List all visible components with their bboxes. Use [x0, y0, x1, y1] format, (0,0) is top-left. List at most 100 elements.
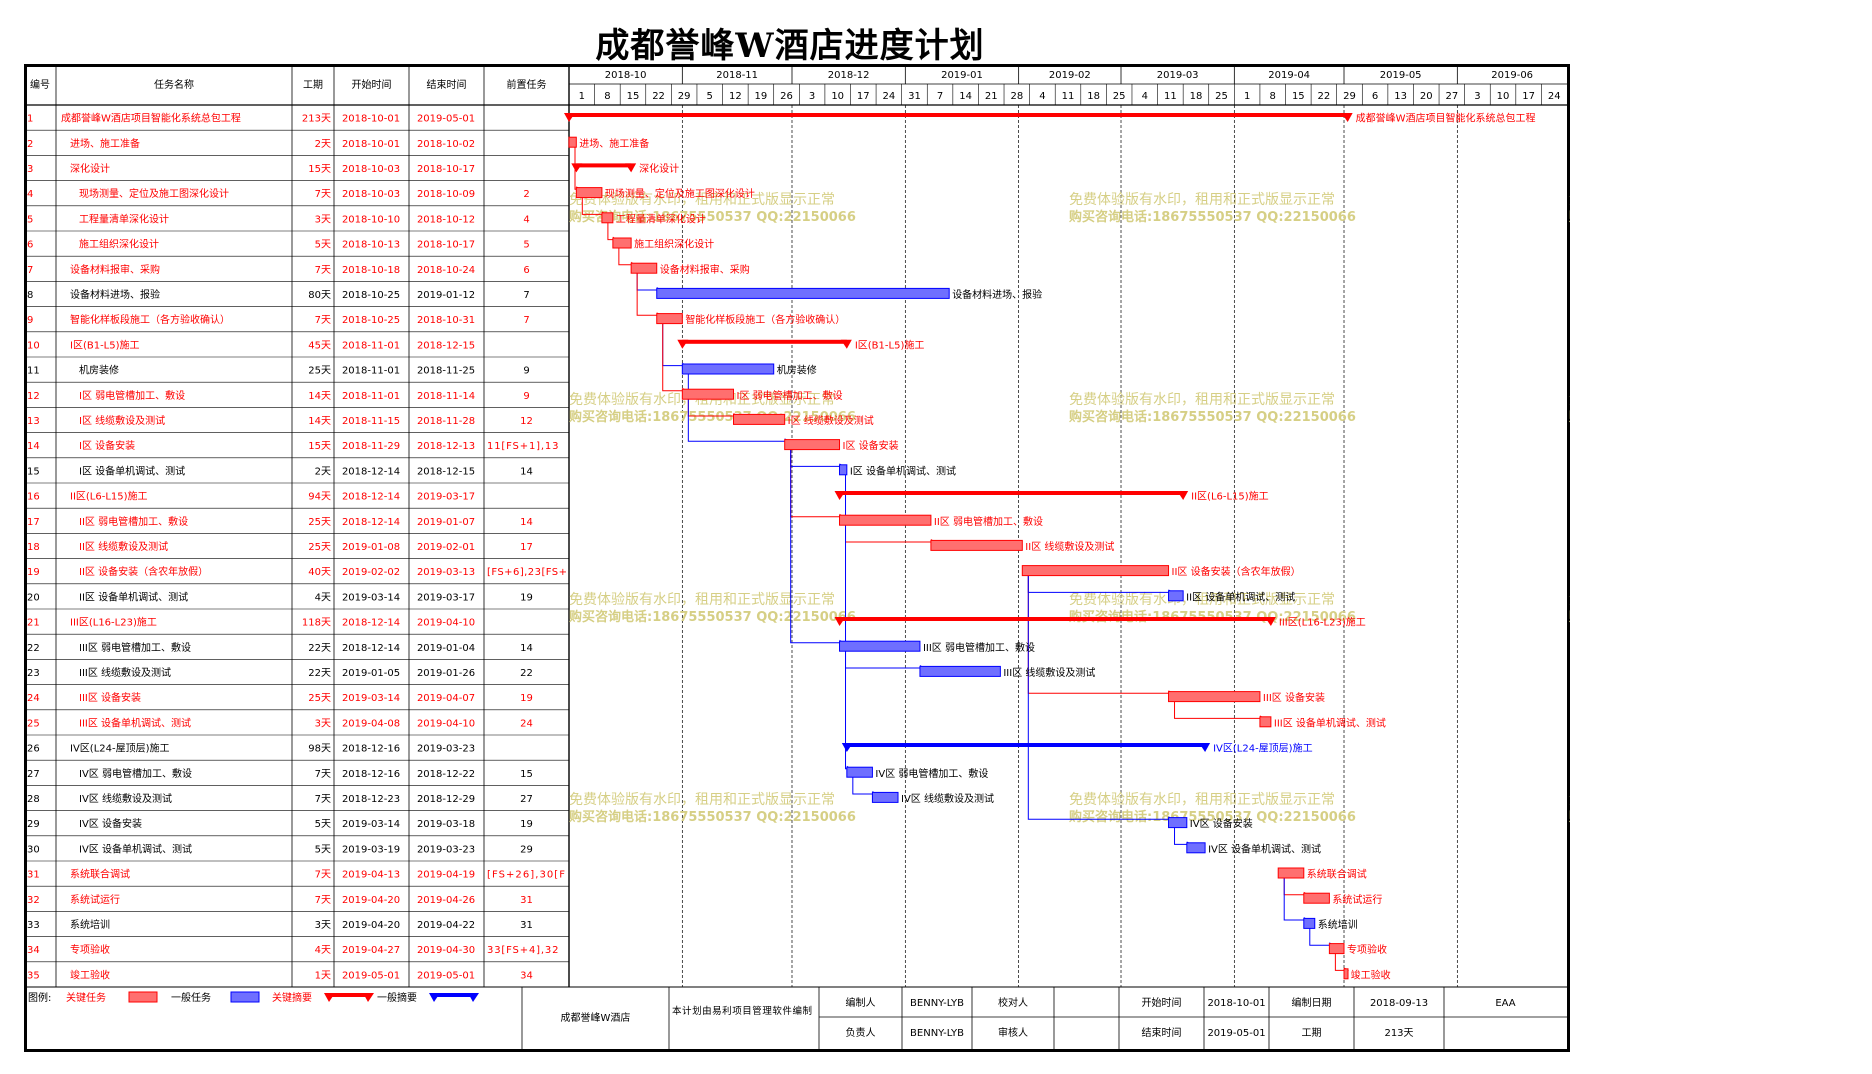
task-bar [1303, 892, 1330, 904]
task-name: IV区 设备单机调试、测试 [79, 842, 192, 855]
summary-bar-start-cap [834, 491, 846, 500]
task-duration: 4天 [315, 945, 331, 956]
week-day-label: 25 [1215, 91, 1228, 102]
week-day-label: 11 [1164, 91, 1177, 102]
bar-label: IV区(L24-屋顶层)施工 [1213, 742, 1313, 755]
task-bar [1277, 867, 1305, 879]
task-predecessor: [FS+6],23[FS+ [487, 567, 567, 578]
task-end: 2019-04-10 [417, 718, 475, 729]
task-end: 2018-10-17 [417, 164, 475, 175]
task-name: III区 设备安装 [79, 691, 141, 704]
task-id: 29 [27, 819, 40, 830]
summary-bar-end-cap [1177, 491, 1189, 500]
task-name: 深化设计 [70, 162, 110, 175]
task-name: 施工组织深化设计 [79, 238, 159, 251]
watermark-line-1: 免费体验版有水印，租用和正式版显示正常 [1069, 392, 1335, 408]
task-bar [1328, 943, 1345, 955]
task-start: 2018-10-01 [342, 114, 400, 125]
footer-duration: 213天 [1384, 1028, 1413, 1039]
dependency-connector [1174, 827, 1191, 845]
task-id: 19 [27, 567, 40, 578]
column-header-num: 编号 [30, 78, 50, 91]
task-start: 2018-12-23 [342, 794, 400, 805]
watermark-line-1: 免费体验版有水印，租用和正式版显示正常 [1069, 592, 1335, 608]
task-id: 22 [27, 643, 40, 654]
week-day-label: 12 [729, 91, 742, 102]
bar-label: 专项验收 [1347, 943, 1387, 956]
task-start: 2018-11-01 [342, 366, 400, 377]
task-id: 25 [27, 718, 40, 729]
dependency-connector [845, 650, 924, 669]
task-start: 2019-04-27 [342, 945, 400, 956]
task-start: 2018-10-13 [342, 240, 400, 251]
task-duration: 1天 [315, 970, 331, 981]
watermark-line-1: 免费体验版有水印，租用和正式版显示正常 [1069, 792, 1335, 808]
bar-label: III区(L16-L23)施工 [1279, 616, 1366, 629]
task-end: 2018-12-15 [417, 340, 475, 351]
footer-checker-label: 校对人 [998, 996, 1028, 1009]
task-duration: 7天 [315, 189, 331, 200]
task-predecessor: [FS+26],30[F [487, 870, 565, 881]
task-end: 2019-04-26 [417, 895, 475, 906]
task-id: 8 [27, 290, 33, 301]
watermark-line-1: 免费体验版有水印，租用和正式版显示正常 [569, 392, 835, 408]
task-name: 进场、施工准备 [70, 137, 140, 150]
task-end: 2018-11-14 [417, 391, 475, 402]
bar-label: 成都誉峰W酒店项目智能化系统总包工程 [1356, 112, 1536, 125]
week-day-label: 14 [959, 91, 972, 102]
dependency-connector [790, 449, 844, 518]
task-predecessor: 7 [523, 290, 529, 301]
task-predecessor: 27 [520, 794, 533, 805]
task-name: 系统试运行 [70, 893, 120, 906]
task-name: IV区 线缆敷设及测试 [79, 792, 172, 805]
task-bar [656, 313, 683, 325]
task-start: 2018-11-01 [342, 391, 400, 402]
dependency-connector [1283, 877, 1308, 921]
bar-label: 进场、施工准备 [579, 137, 649, 150]
summary-bar [682, 339, 847, 344]
task-duration: 22天 [308, 668, 331, 679]
task-bar [784, 439, 841, 451]
task-id: 27 [27, 769, 40, 780]
week-day-label: 24 [1548, 91, 1561, 102]
task-bar [1021, 565, 1170, 577]
task-start: 2019-03-19 [342, 844, 400, 855]
task-name: IV区 设备安装 [79, 817, 142, 830]
watermark-line-1: 免费体验版有水印，租用和正式版显示正常 [569, 192, 835, 208]
task-duration: 5天 [315, 240, 331, 251]
task-id: 12 [27, 391, 40, 402]
task-end: 2019-01-26 [417, 668, 475, 679]
task-start: 2018-10-18 [342, 265, 400, 276]
task-end: 2019-01-07 [417, 517, 475, 528]
footer-reviewer-label: 审核人 [998, 1026, 1028, 1039]
week-day-label: 29 [1343, 91, 1356, 102]
task-end: 2019-03-23 [417, 744, 475, 755]
column-header-pred: 前置任务 [507, 78, 547, 91]
task-id: 15 [27, 466, 40, 477]
week-day-label: 29 [678, 91, 691, 102]
month-label: 2019-03 [1157, 70, 1199, 81]
task-predecessor: 33[FS+4],32 [487, 945, 559, 956]
task-start: 2018-10-25 [342, 315, 400, 326]
task-end: 2018-11-28 [417, 416, 475, 427]
week-day-label: 25 [1113, 91, 1126, 102]
task-name: III区 线缆敷设及测试 [79, 666, 171, 679]
bar-label: 现场测量、定位及施工图深化设计 [605, 187, 755, 200]
summary-bar [839, 491, 1184, 495]
month-label: 2019-04 [1268, 70, 1310, 81]
watermark-line-2: 购买咨询电话:18675550537 QQ:22150066 [1069, 409, 1356, 425]
task-end: 2018-10-24 [417, 265, 475, 276]
task-name: I区 设备单机调试、测试 [79, 464, 185, 477]
watermark-line-1: 免费体验版有水印，租用和正式版显示正常 [1569, 592, 1570, 608]
task-bar [681, 363, 775, 375]
watermark-line-2: 购买咨询电话:18675550537 QQ:22150066 [569, 609, 856, 625]
task-predecessor: 2 [523, 189, 529, 200]
footer-start-label: 开始时间 [1142, 996, 1182, 1009]
task-bar [656, 287, 950, 299]
task-predecessor: 14 [520, 466, 533, 477]
task-name: 成都誉峰W酒店项目智能化系统总包工程 [61, 112, 241, 125]
week-day-label: 1 [579, 91, 585, 102]
task-duration: 25天 [308, 542, 331, 553]
summary-bar-end-cap [1199, 743, 1211, 752]
summary-bar-start-cap [841, 743, 853, 752]
